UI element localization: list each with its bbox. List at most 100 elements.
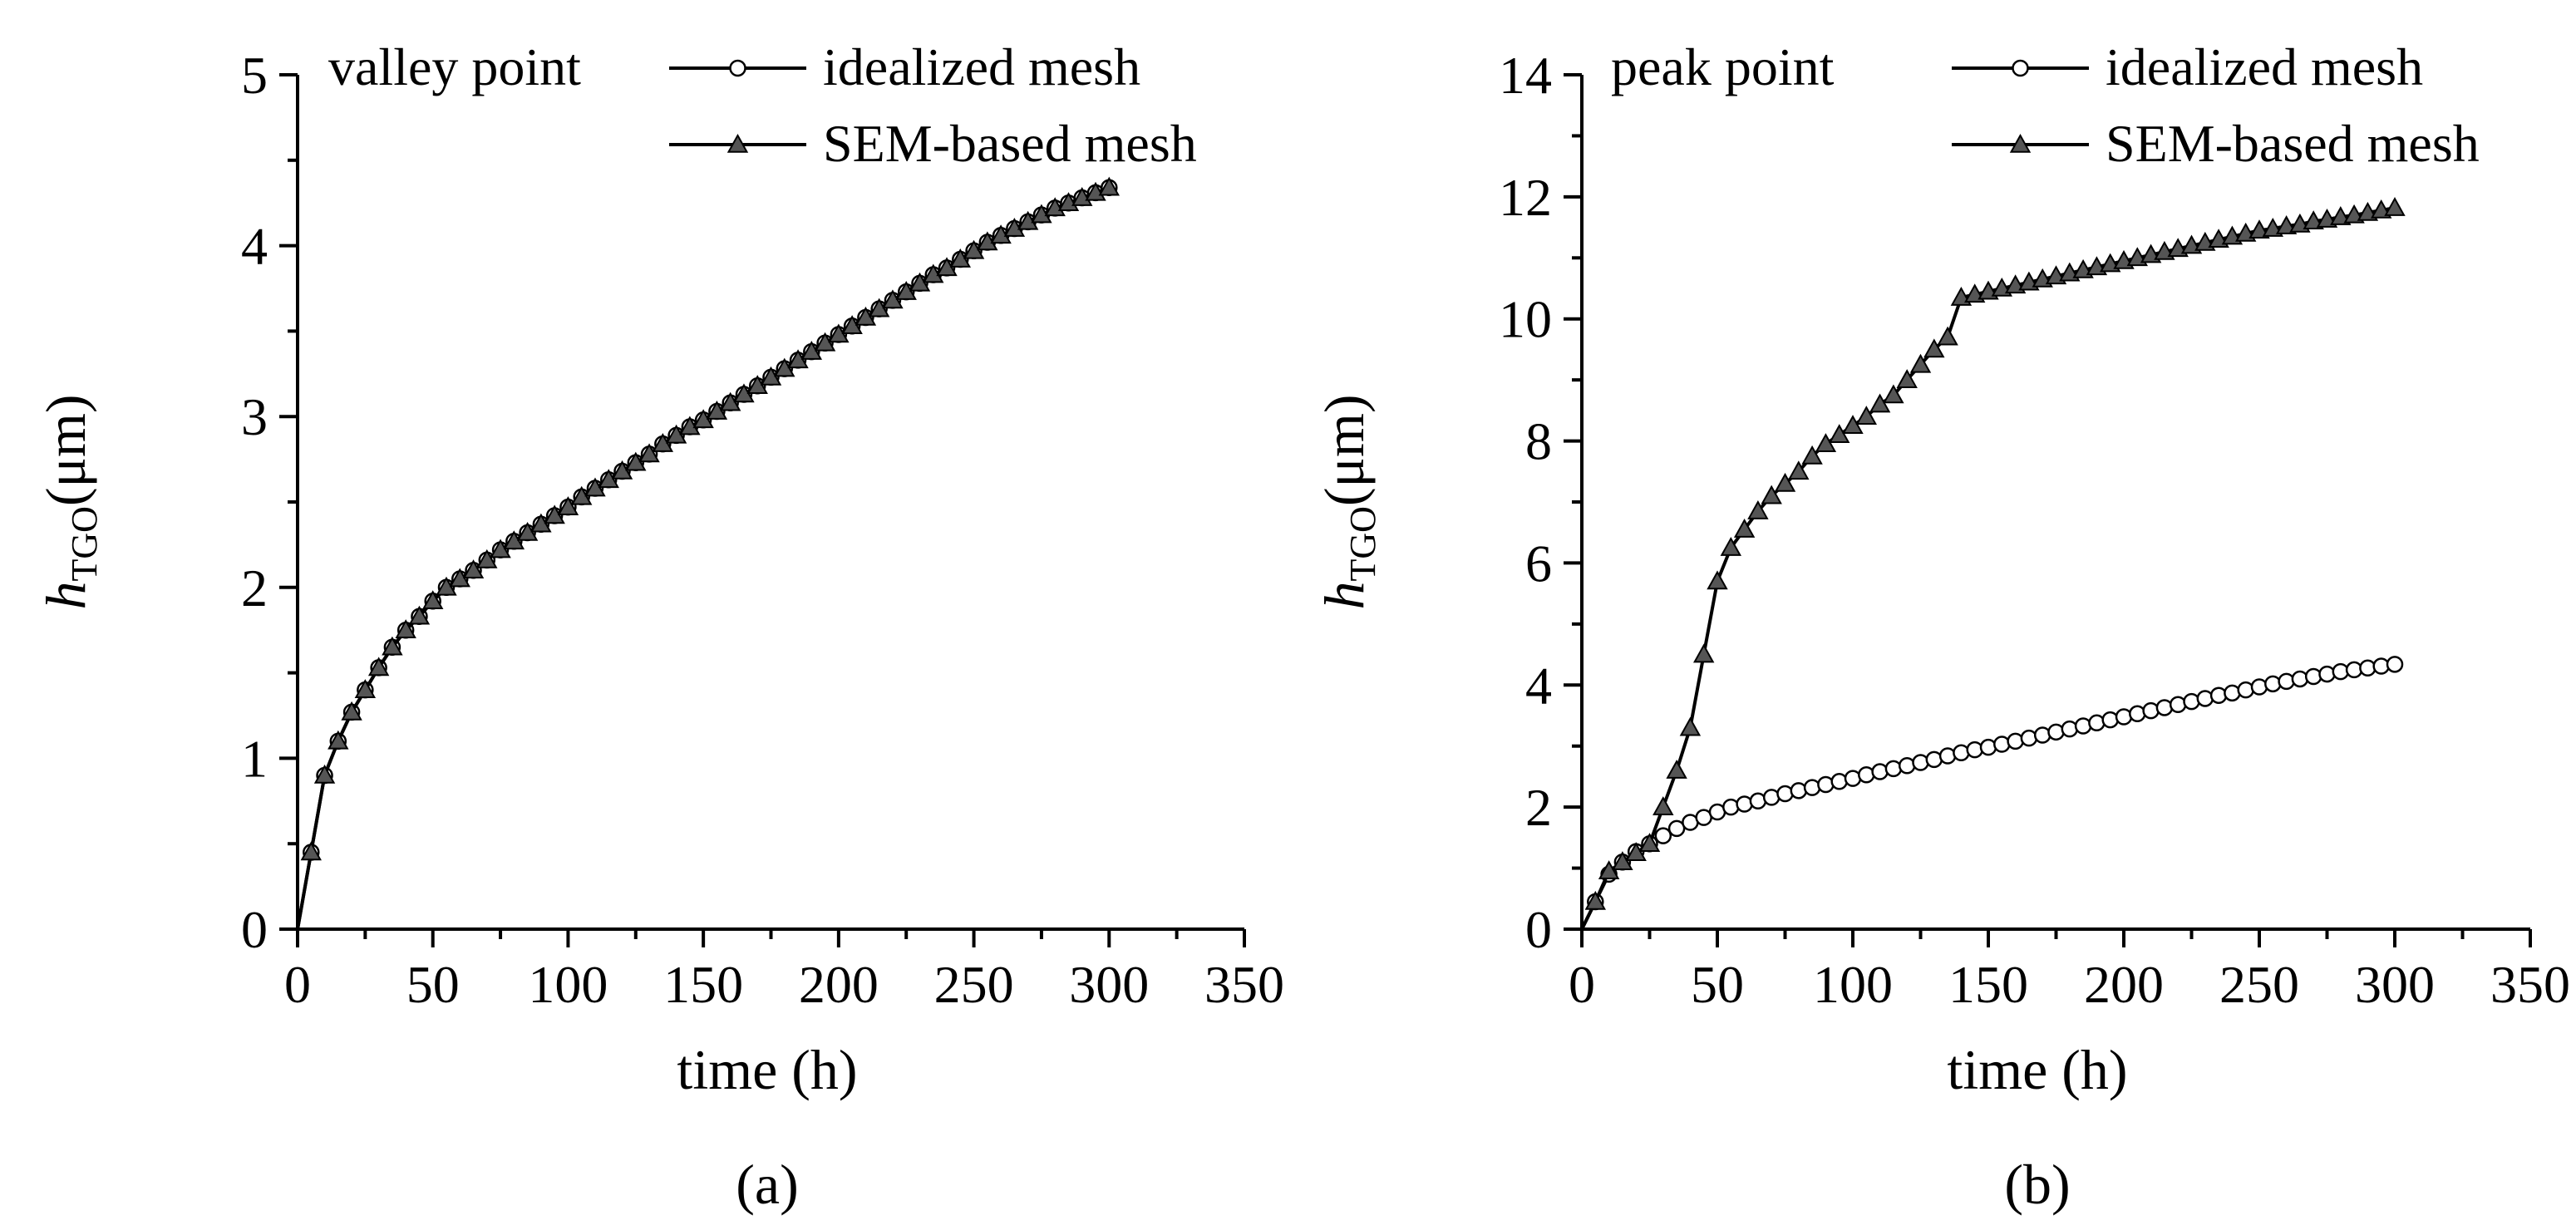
panel-a-sem-point: [638, 443, 660, 463]
panel-b-sem-point: [1815, 433, 1837, 453]
panel-b-sem-point: [1652, 796, 1674, 815]
panel-b-sem-point: [1923, 338, 1945, 358]
panel-b-idealized-point: [2318, 665, 2336, 683]
panel-a-ytick-label: 1: [241, 729, 268, 788]
panel-b-idealized-point: [1817, 775, 1835, 794]
panel-a-ylabel: hTGO(μm): [34, 394, 105, 609]
panel-a-sem-point: [1085, 181, 1106, 201]
panel-a-ytick-label: 2: [241, 558, 268, 617]
panel-b-sem-point: [1666, 760, 1687, 779]
panel-b-sem-point: [1869, 393, 1891, 413]
panel-b-idealized-point: [1776, 785, 1794, 803]
panel-b-idealized-point: [2007, 732, 2024, 750]
panel-b-sem-point: [1909, 353, 1932, 373]
panel-b-idealized-point: [1912, 754, 1929, 771]
panel-b-sem-point: [1855, 406, 1877, 425]
panel-b-ylabel: hTGO(μm): [1313, 394, 1383, 609]
panel-a-sem-point: [1057, 192, 1080, 211]
panel-a-sem-point: [422, 590, 444, 610]
panel-a-sem-point: [313, 764, 336, 784]
panel-b-xtick-label: 200: [2084, 955, 2164, 1014]
panel-b-idealized-point: [1966, 740, 1983, 759]
panel-b-idealized-point: [2291, 670, 2309, 688]
panel-b-xtick-label: 50: [1691, 955, 1744, 1014]
panel-b-idealized-point: [1938, 747, 1957, 765]
panel-b-sem-point: [1829, 424, 1850, 444]
panel-a-xtick-label: 150: [663, 955, 743, 1014]
panel-b-sem-point: [1842, 415, 1864, 435]
panel-b-sem-point: [2248, 219, 2270, 239]
panel-b-annotation: peak point: [1611, 37, 1835, 96]
panel-b-idealized-point: [2183, 692, 2200, 711]
panel-a-xtick-label: 300: [1069, 955, 1149, 1014]
panel-b-idealized-point: [2250, 678, 2268, 696]
panel-a-annotation: valley point: [328, 37, 581, 96]
panel-b-sem-point: [1612, 851, 1633, 871]
panel-b-idealized-point: [2088, 714, 2106, 732]
panel-b-sem-point: [1707, 570, 1728, 590]
panel-b-sem-point: [1679, 716, 1702, 736]
panel-b-legend-idealized-label: idealized mesh: [2106, 37, 2423, 96]
panel-b-idealized-point: [2224, 684, 2241, 702]
panel-a-idealized-line: [296, 185, 1111, 930]
panel-a-sem-point: [1044, 197, 1066, 217]
panel-b-idealized-point: [2047, 723, 2065, 741]
panel-b-idealized-point: [2209, 686, 2228, 705]
panel-b-idealized-point: [1858, 765, 1875, 784]
panel-b-idealized-point: [2033, 726, 2051, 744]
panel-b-sem-point: [2384, 197, 2406, 216]
panel-b-xtick-label: 100: [1813, 955, 1893, 1014]
panel-b-ytick-label: 12: [1499, 168, 1552, 227]
panel-b-sem-point: [2275, 215, 2298, 234]
panel-b-idealized-point: [2278, 672, 2295, 691]
panel-b-idealized-point: [1871, 763, 1889, 780]
panel-b-sem-point: [1733, 518, 1756, 538]
panel-b-sem-point: [1937, 326, 1958, 346]
panel-b-idealized-point: [1722, 798, 1740, 816]
panel-b-sem-point: [1747, 499, 1769, 519]
panel-b-label: (b): [2004, 1153, 2070, 1216]
panel-b-legend-sem-marker: [2009, 133, 2032, 153]
panel-b-idealized-point: [1898, 756, 1916, 775]
panel-a-sem-point: [367, 657, 390, 676]
panel-a-legend-idealized-label: idealized mesh: [823, 37, 1140, 96]
panel-b-idealized-point: [2074, 717, 2092, 735]
panel-b-idealized-point: [1736, 795, 1753, 813]
panel-b-ytick-label: 6: [1525, 534, 1552, 593]
panel-b-ytick-label: 8: [1525, 412, 1552, 471]
panel-b-ytick-label: 10: [1499, 290, 1552, 349]
panel-b-xtick-label: 300: [2355, 955, 2435, 1014]
panel-b-legend-sem-label: SEM-based mesh: [2106, 114, 2480, 173]
panel-b-sem-point: [1801, 445, 1823, 465]
panel-a-sem-point: [557, 496, 579, 515]
panel-a-xtick-label: 200: [799, 955, 879, 1014]
panel-b-sem-point: [2303, 210, 2324, 230]
panel-a-label: (a): [736, 1153, 798, 1216]
panel-a-sem-point: [1071, 186, 1093, 206]
panel-b-sem-point: [1896, 369, 1918, 388]
panel-b-idealized-point: [1993, 736, 2011, 753]
panel-b-sem-point: [1761, 485, 1782, 504]
panel-b-sem-point: [1598, 860, 1620, 880]
panel-b-ytick-label: 0: [1525, 900, 1552, 959]
panel-b-idealized-point: [2020, 729, 2038, 747]
panel-a-sem-point: [395, 619, 416, 638]
panel-a-sem-point: [341, 701, 362, 721]
panel-a-legend-sem-marker: [727, 133, 749, 153]
panel-b-idealized-point: [1830, 773, 1848, 790]
panel-a-sem-point: [300, 841, 322, 861]
panel-a-xtick-label: 250: [934, 955, 1014, 1014]
panel-a-xtick-label: 50: [406, 955, 460, 1014]
panel-b-idealized-point: [2237, 681, 2254, 699]
panel-b-idealized-point: [2115, 708, 2133, 726]
panel-b-idealized-point: [2386, 656, 2404, 673]
panel-a-legend-idealized-marker: [729, 59, 746, 77]
panel-b-idealized-point: [2101, 711, 2119, 729]
panel-b-idealized-point: [1654, 827, 1672, 844]
panel-a-ytick-label: 3: [241, 387, 268, 446]
panel-a-ytick-label: 4: [241, 217, 268, 276]
panel-b-xtick-label: 250: [2219, 955, 2299, 1014]
panel-b-xtick-label: 350: [2490, 955, 2570, 1014]
panel-a-sem-point: [462, 559, 485, 579]
panel-b-chart: hTGO(μm) time (h) (b) peak point 0 50 100 1…: [1313, 37, 2570, 1216]
